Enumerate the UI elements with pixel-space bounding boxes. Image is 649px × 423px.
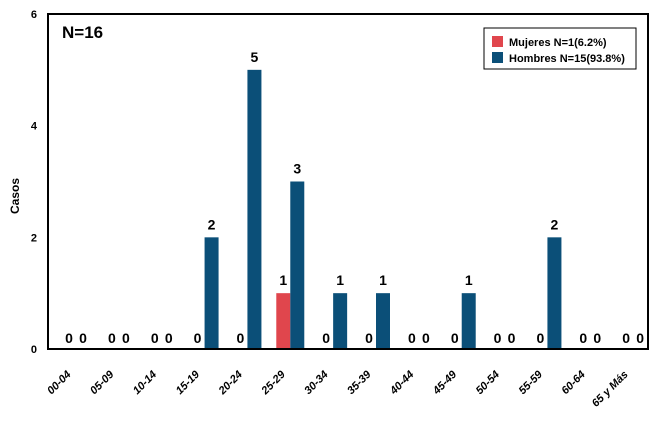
data-label-mujeres-50-54: 0	[494, 330, 502, 346]
data-label-mujeres-20-24: 0	[237, 330, 245, 346]
x-tick-label-05-09: 05-09	[88, 368, 117, 397]
data-label-hombres-50-54: 0	[508, 330, 516, 346]
data-label-hombres-10-14: 0	[165, 330, 173, 346]
x-tick-label-55-59: 55-59	[517, 368, 546, 397]
x-axis-tick-labels: 00-04 05-09 10-14 15-19 20-24 25-29 30-34 35-39…	[45, 368, 631, 410]
data-label-mujeres-55-59: 0	[537, 330, 545, 346]
data-label-hombres-55-59: 2	[551, 216, 559, 232]
bar-hombres-15-19	[204, 237, 219, 349]
x-tick-label-35-39: 35-39	[345, 368, 374, 397]
data-label-hombres-05-09: 0	[122, 330, 130, 346]
x-tick-label-40-44: 40-44	[387, 369, 416, 398]
bar-hombres-45-49	[461, 293, 476, 349]
x-tick-label-15-19: 15-19	[174, 368, 203, 397]
x-tick-label-60-64: 60-64	[559, 369, 587, 397]
data-label-mujeres-45-49: 0	[451, 330, 459, 346]
legend-label-mujeres: Mujeres N=1(6.2%)	[509, 37, 607, 49]
data-label-hombres-65-y-m-s: 0	[636, 330, 644, 346]
bar-hombres-30-34	[333, 293, 348, 349]
x-tick-label-25-29: 25-29	[259, 368, 289, 398]
x-tick-label-10-14: 10-14	[131, 369, 159, 397]
data-label-mujeres-40-44: 0	[408, 330, 416, 346]
y-tick-label-0: 0	[31, 344, 37, 356]
sample-size-annotation: N=16	[62, 23, 103, 42]
x-tick-label-50-54: 50-54	[474, 369, 502, 397]
bars-layer	[204, 69, 562, 349]
data-label-mujeres-05-09: 0	[108, 330, 116, 346]
legend-swatch-hombres	[492, 52, 503, 63]
bar-hombres-20-24	[247, 69, 262, 349]
legend-label-hombres: Hombres N=15(93.8%)	[509, 53, 625, 65]
data-label-mujeres-35-39: 0	[365, 330, 373, 346]
data-label-hombres-30-34: 1	[336, 272, 344, 288]
bar-hombres-55-59	[547, 237, 562, 349]
data-label-mujeres-30-34: 0	[322, 330, 330, 346]
y-tick-label-2: 2	[31, 232, 37, 244]
bar-hombres-25-29	[290, 181, 305, 349]
data-label-hombres-25-29: 3	[293, 161, 301, 177]
legend-swatch-mujeres	[492, 36, 503, 47]
y-tick-label-4: 4	[31, 121, 38, 133]
x-tick-label-30-34: 30-34	[302, 369, 330, 397]
data-label-mujeres-15-19: 0	[194, 330, 202, 346]
data-label-hombres-20-24: 5	[251, 49, 259, 65]
x-tick-label-45-49: 45-49	[430, 368, 460, 398]
data-label-hombres-15-19: 2	[208, 216, 216, 232]
data-label-hombres-00-04: 0	[79, 330, 87, 346]
y-axis-tick-labels: 0 2 4 6	[31, 9, 38, 356]
x-tick-label-00-04: 00-04	[45, 369, 73, 397]
y-axis-label: Casos	[8, 178, 22, 214]
data-label-mujeres-60-64: 0	[579, 330, 587, 346]
data-label-mujeres-10-14: 0	[151, 330, 159, 346]
plot-frame	[47, 13, 649, 350]
x-tick-label-20-24: 20-24	[216, 369, 245, 398]
legend-box	[483, 27, 637, 70]
data-label-hombres-45-49: 1	[465, 272, 473, 288]
data-label-mujeres-00-04: 0	[65, 330, 73, 346]
data-label-mujeres-25-29: 1	[279, 272, 287, 288]
bar-hombres-35-39	[376, 293, 390, 349]
data-label-hombres-40-44: 0	[422, 330, 430, 346]
y-tick-label-6: 6	[31, 9, 37, 21]
legend: Mujeres N=1(6.2%) Hombres N=15(93.8%)	[483, 27, 637, 70]
bar-mujeres-25-29	[276, 293, 291, 349]
x-tick-label-65-y-m-s: 65 y Más	[590, 369, 631, 410]
data-label-hombres-60-64: 0	[593, 330, 601, 346]
data-label-hombres-35-39: 1	[379, 272, 387, 288]
data-label-mujeres-65-y-m-s: 0	[622, 330, 630, 346]
